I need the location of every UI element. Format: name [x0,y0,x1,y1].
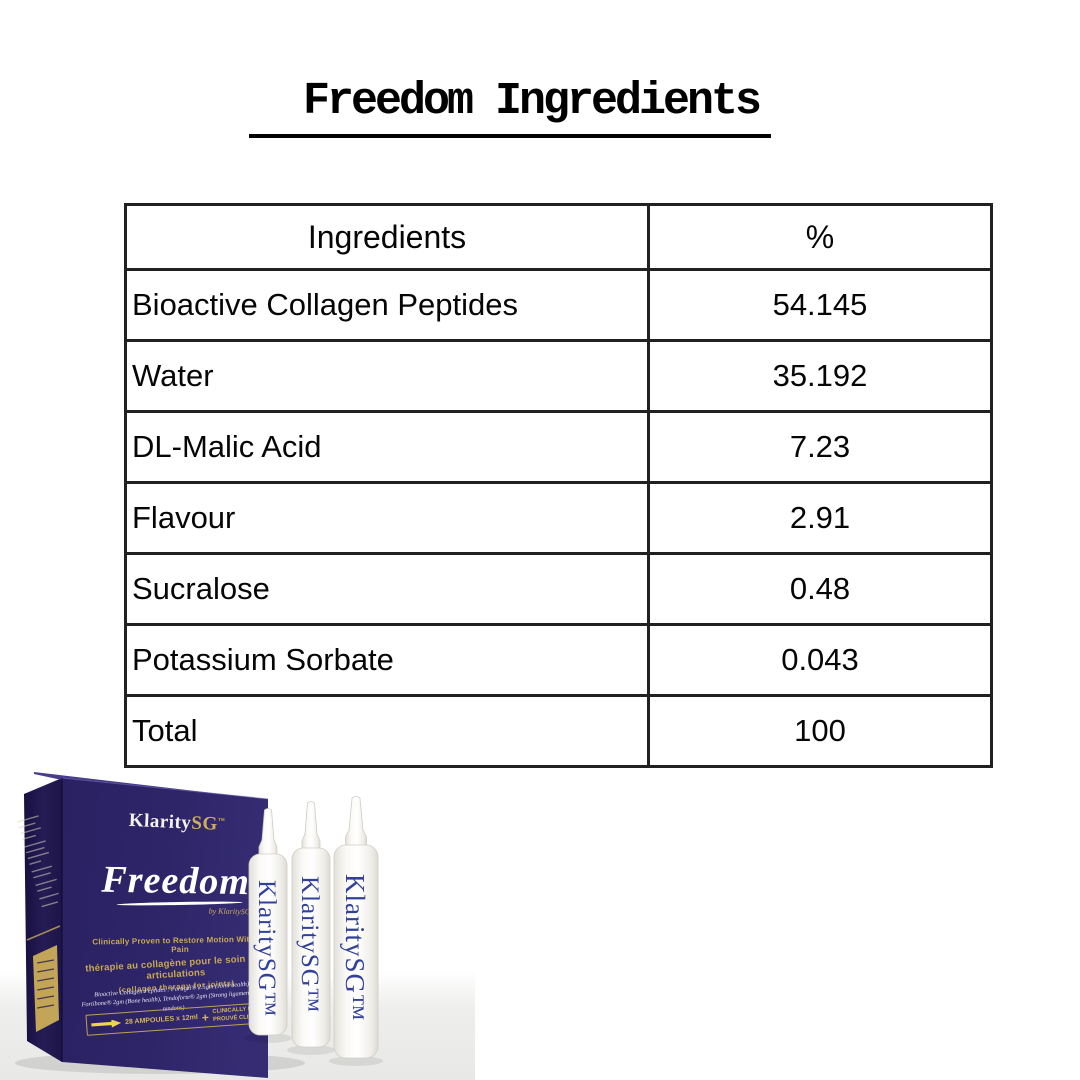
percent-cell: 7.23 [647,410,993,484]
percent-cell: 35.192 [647,339,993,413]
percent-cell: 0.48 [647,552,993,626]
table-row: Sucralose 0.48 [124,552,993,626]
box-side-fine-print [17,815,59,908]
ingredient-cell: Sucralose [124,552,650,626]
ingredient-cell: Water [124,339,650,413]
percent-cell: 100 [647,694,993,768]
title-wrap: Freedom Ingredients [0,76,1020,138]
ampoule-label: KlaritySG™ [296,876,323,1013]
ingredient-cell: Bioactive Collagen Peptides [124,268,650,342]
ingredient-cell: Flavour [124,481,650,555]
ampoule: KlaritySG™ [248,808,288,1036]
table-row: DL-Malic Acid 7.23 [124,410,993,484]
box-front-face [62,778,268,1078]
ampoule-label: KlaritySG™ [340,874,370,1021]
percent-cell: 0.043 [647,623,993,697]
column-header-percent: % [647,203,993,271]
table-row: Bioactive Collagen Peptides 54.145 [124,268,993,342]
table-row: Flavour 2.91 [124,481,993,555]
ingredient-cell: DL-Malic Acid [124,410,650,484]
page-title: Freedom Ingredients [248,76,772,138]
ampoule: KlaritySG™ [291,801,331,1048]
box-side-gold-panel [33,945,59,1032]
percent-cell: 2.91 [647,481,993,555]
table-row: Total 100 [124,694,993,768]
ingredient-cell: Potassium Sorbate [124,623,650,697]
percent-cell: 54.145 [647,268,993,342]
table-row: Water 35.192 [124,339,993,413]
column-header-ingredients: Ingredients [124,203,650,271]
product-box-graphic [0,772,475,1080]
ampoule-label: KlaritySG™ [253,880,280,1017]
ingredient-cell: Total [124,694,650,768]
table-header-row: Ingredients % [124,203,993,271]
ampoule: KlaritySG™ [333,796,379,1059]
product-photo: KlaritySG™ Freedom™ by KlaritySG Clinica… [0,758,475,1080]
ampoules-graphic: KlaritySG™ KlaritySG™ KlaritySG™ [244,796,383,1066]
table-row: Potassium Sorbate 0.043 [124,623,993,697]
ingredients-table: Ingredients % Bioactive Collagen Peptide… [124,203,993,768]
